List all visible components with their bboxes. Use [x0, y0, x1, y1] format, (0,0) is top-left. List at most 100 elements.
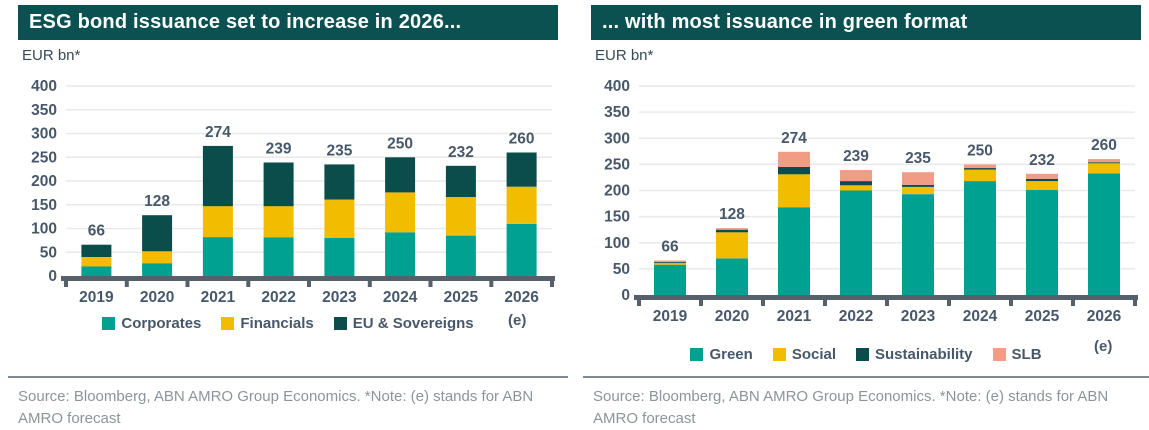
- y-axis-tick-label: 100: [604, 235, 630, 252]
- bar-segment-sustainability: [1026, 179, 1058, 182]
- y-axis-tick-label: 100: [31, 221, 57, 238]
- bar-total-label: 250: [387, 135, 413, 152]
- y-axis-tick-label: 50: [613, 261, 630, 278]
- x-axis-tick-label: 2024: [963, 308, 998, 325]
- bar-segment-green: [1088, 173, 1120, 295]
- legend-label: Corporates: [121, 315, 202, 332]
- y-axis-tick-label: 350: [604, 104, 630, 121]
- y-axis-tick-label: 200: [604, 183, 630, 200]
- bar-segment-slb: [778, 151, 810, 167]
- x-axis-tick-label: 2022: [261, 289, 295, 306]
- bar-segment-sustainability: [840, 181, 872, 186]
- bar-segment-corporates: [324, 238, 355, 276]
- y-axis-tick-label: 150: [604, 209, 630, 226]
- legend-left: Corporates Financials EU & Sovereigns: [18, 315, 558, 332]
- legend-label: EU & Sovereigns: [352, 315, 474, 332]
- bar-segment-eu-sovereigns: [142, 215, 173, 252]
- bar-segment-sustainability: [1088, 162, 1120, 164]
- bar-total-label: 274: [205, 124, 231, 141]
- legend-item-eu-sovereigns: EU & Sovereigns: [333, 315, 474, 332]
- y-axis-tick-label: 400: [31, 78, 57, 95]
- y-axis-unit-label: EUR bn*: [22, 47, 81, 64]
- forecast-e-note: (e): [508, 312, 527, 329]
- bar-segment-slb: [716, 228, 748, 230]
- y-axis-tick-label: 0: [621, 287, 630, 304]
- x-axis-tick-label: 2023: [322, 289, 357, 306]
- bar-segment-corporates: [263, 237, 294, 276]
- legend-item-corporates: Corporates: [102, 315, 201, 332]
- x-axis-tick-label: 2021: [777, 308, 812, 325]
- legend-label: Sustainability: [875, 346, 973, 363]
- x-axis-tick-label: 2020: [140, 289, 174, 306]
- bar-segment-eu-sovereigns: [506, 152, 537, 187]
- bar-segment-eu-sovereigns: [263, 162, 294, 207]
- bar-segment-social: [964, 169, 996, 182]
- bar-total-label: 128: [144, 193, 170, 210]
- legend-label: Social: [791, 346, 836, 363]
- legend-item-sustainability: Sustainability: [856, 346, 973, 363]
- x-axis-tick-label: 2024: [383, 289, 418, 306]
- y-axis-tick-label: 400: [604, 78, 630, 95]
- bar-segment-green: [1026, 190, 1058, 295]
- legend-swatch: [690, 348, 704, 361]
- source-note: Source: Bloomberg, ABN AMRO Group Econom…: [583, 376, 1149, 430]
- bar-segment-eu-sovereigns: [202, 145, 233, 207]
- x-axis-tick-label: 2026: [504, 289, 539, 306]
- bar-segment-social: [1026, 181, 1058, 190]
- bar-segment-green: [716, 258, 748, 295]
- bar-segment-financials: [445, 197, 476, 236]
- bar-segment-social: [654, 263, 686, 265]
- bar-segment-corporates: [202, 237, 233, 276]
- bar-segment-corporates: [142, 263, 173, 276]
- x-axis-tick-label: 2025: [444, 289, 479, 306]
- y-axis-tick-label: 300: [604, 130, 630, 147]
- bar-segment-green: [778, 207, 810, 295]
- legend-item-green: Green: [690, 346, 753, 363]
- bar-total-label: 239: [843, 148, 869, 165]
- bar-segment-green: [964, 181, 996, 295]
- legend-swatch: [221, 317, 235, 330]
- bar-segment-corporates: [506, 223, 537, 277]
- y-axis-tick-label: 0: [48, 268, 57, 285]
- bar-total-label: 274: [781, 130, 807, 147]
- bar-segment-financials: [81, 257, 112, 267]
- chart-panel-right: ... with most issuance in green format E…: [583, 0, 1149, 427]
- bar-segment-social: [1088, 163, 1120, 174]
- x-axis-tick-label: 2026: [1087, 308, 1122, 325]
- bar-segment-sustainability: [902, 184, 934, 187]
- legend-swatch: [992, 348, 1006, 361]
- bar-segment-green: [654, 264, 686, 295]
- bar-segment-green: [840, 190, 872, 295]
- y-axis-tick-label: 300: [31, 126, 57, 143]
- source-note: Source: Bloomberg, ABN AMRO Group Econom…: [8, 376, 568, 430]
- bar-segment-financials: [202, 206, 233, 238]
- y-axis-tick-label: 250: [604, 156, 630, 173]
- bar-segment-social: [716, 232, 748, 259]
- chart-panel-left: ESG bond issuance set to increase in 202…: [8, 0, 568, 427]
- bar-segment-eu-sovereigns: [324, 164, 355, 200]
- bar-segment-eu-sovereigns: [385, 157, 416, 193]
- legend-label: Green: [709, 346, 753, 363]
- chart-svg: 0 50 100 150 200 250 300 350 400 66 2019 128 2020 274…: [31, 78, 555, 306]
- bar-total-label: 235: [326, 142, 352, 159]
- legend-item-social: Social: [772, 346, 836, 363]
- legend-item-financials: Financials: [221, 315, 314, 332]
- x-axis-tick-label: 2022: [839, 308, 873, 325]
- bar-total-label: 260: [509, 131, 535, 148]
- bar-total-label: 66: [88, 223, 106, 240]
- bar-segment-financials: [324, 199, 355, 238]
- x-axis-tick-label: 2025: [1025, 308, 1060, 325]
- bar-segment-green: [902, 194, 934, 295]
- bar-total-label: 260: [1091, 137, 1117, 154]
- legend-swatch: [102, 317, 116, 330]
- bar-segment-slb: [1026, 173, 1058, 179]
- bar-segment-corporates: [385, 232, 416, 276]
- x-axis-tick-label: 2019: [653, 308, 688, 325]
- bar-segment-sustainability: [716, 229, 748, 233]
- bar-segment-sustainability: [778, 167, 810, 175]
- bar-segment-financials: [385, 192, 416, 233]
- bar-segment-slb: [654, 260, 686, 263]
- bar-segment-financials: [506, 186, 537, 224]
- bar-segment-slb: [1088, 159, 1120, 163]
- stacked-bar-chart-esg-issuance: 0 50 100 150 200 250 300 350 400 66 2019 128 2020 274…: [18, 66, 558, 313]
